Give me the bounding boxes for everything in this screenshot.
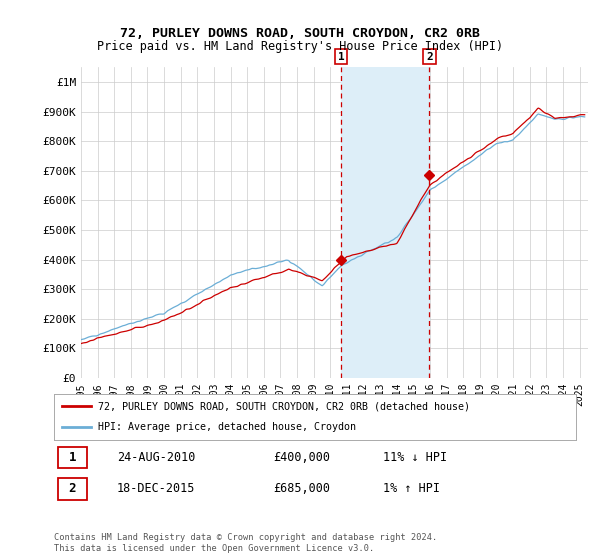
Text: 1: 1 xyxy=(338,52,344,62)
Text: £400,000: £400,000 xyxy=(273,451,330,464)
Text: Price paid vs. HM Land Registry's House Price Index (HPI): Price paid vs. HM Land Registry's House … xyxy=(97,40,503,53)
Text: Contains HM Land Registry data © Crown copyright and database right 2024.
This d: Contains HM Land Registry data © Crown c… xyxy=(54,533,437,553)
Text: 72, PURLEY DOWNS ROAD, SOUTH CROYDON, CR2 0RB (detached house): 72, PURLEY DOWNS ROAD, SOUTH CROYDON, CR… xyxy=(98,401,470,411)
Text: 18-DEC-2015: 18-DEC-2015 xyxy=(116,482,195,496)
Text: 24-AUG-2010: 24-AUG-2010 xyxy=(116,451,195,464)
Text: 2: 2 xyxy=(426,52,433,62)
Text: 11% ↓ HPI: 11% ↓ HPI xyxy=(383,451,447,464)
Bar xyxy=(341,67,430,378)
Text: 72, PURLEY DOWNS ROAD, SOUTH CROYDON, CR2 0RB: 72, PURLEY DOWNS ROAD, SOUTH CROYDON, CR… xyxy=(120,27,480,40)
Text: HPI: Average price, detached house, Croydon: HPI: Average price, detached house, Croy… xyxy=(98,422,356,432)
FancyBboxPatch shape xyxy=(58,447,87,468)
Text: 2: 2 xyxy=(68,482,76,496)
Text: 1: 1 xyxy=(68,451,76,464)
FancyBboxPatch shape xyxy=(58,478,87,500)
Text: 1% ↑ HPI: 1% ↑ HPI xyxy=(383,482,440,496)
Text: £685,000: £685,000 xyxy=(273,482,330,496)
